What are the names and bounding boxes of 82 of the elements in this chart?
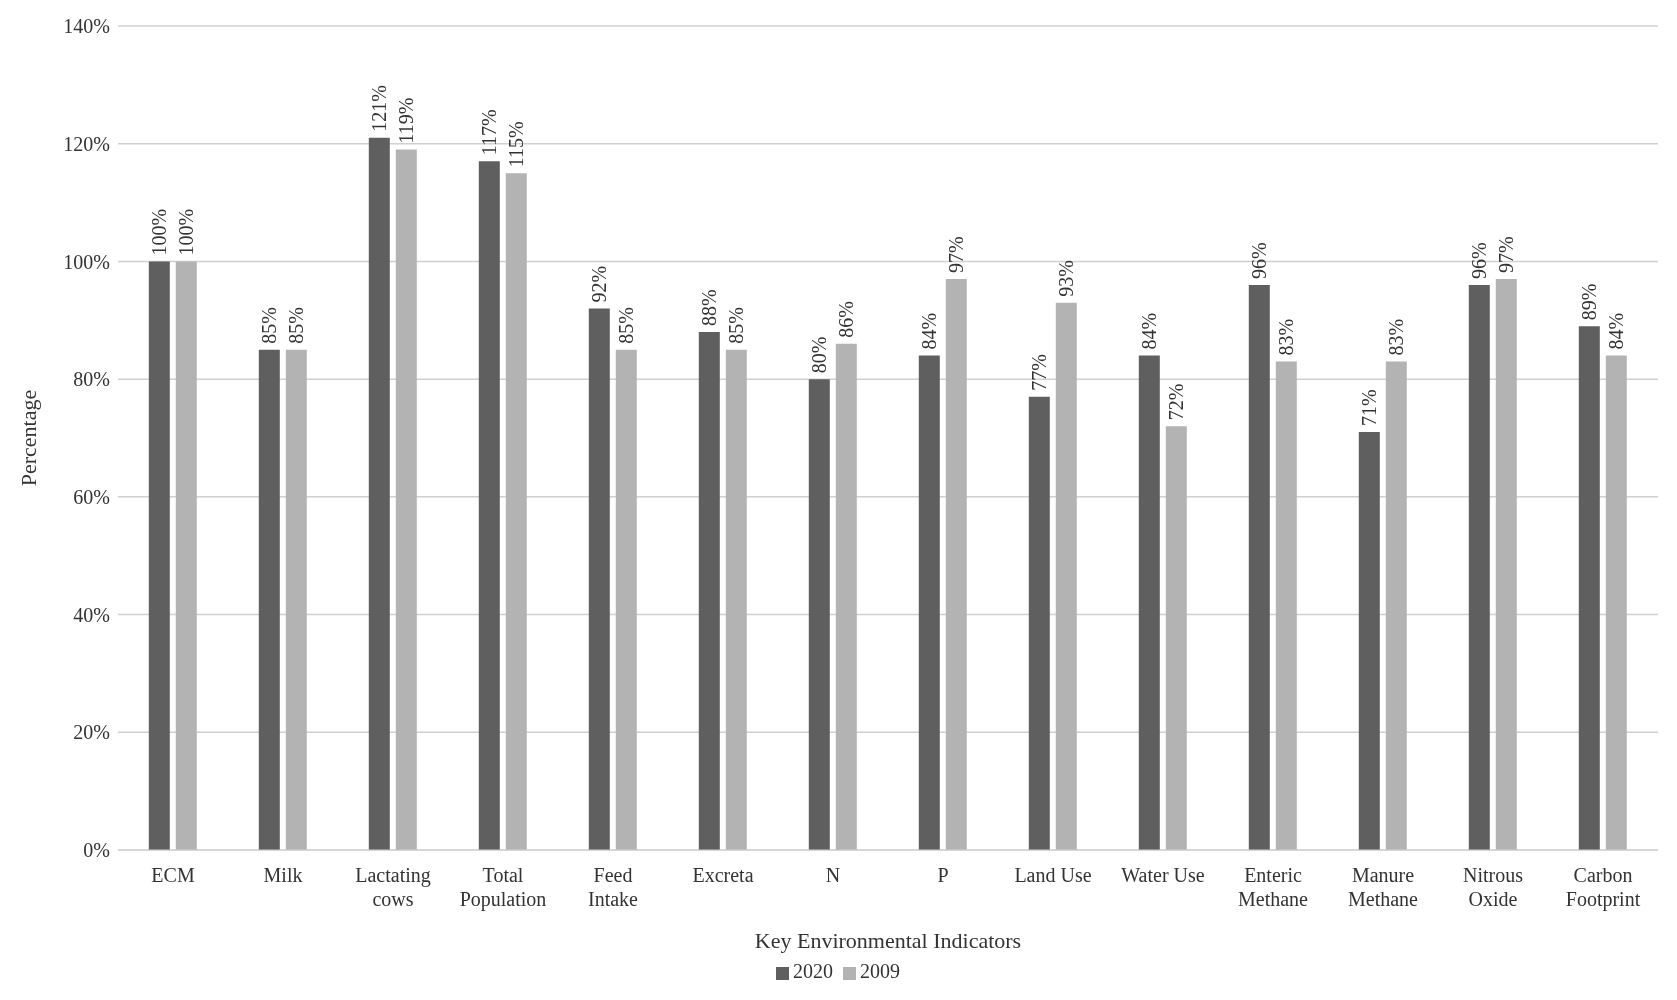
data-label: 85% xyxy=(285,307,308,344)
bar xyxy=(1248,284,1270,850)
bar xyxy=(808,379,830,850)
bar xyxy=(725,349,747,850)
y-tick-label: 20% xyxy=(73,721,110,744)
bar xyxy=(1385,361,1407,850)
bar xyxy=(1578,326,1600,850)
data-label: 115% xyxy=(505,121,528,168)
data-label: 71% xyxy=(1358,389,1381,427)
bar xyxy=(1358,432,1380,850)
bar xyxy=(698,332,720,850)
bar xyxy=(1495,279,1517,850)
bar xyxy=(1605,355,1627,850)
bar xyxy=(835,343,857,850)
data-label: 83% xyxy=(1275,318,1298,356)
data-label: 86% xyxy=(835,301,858,338)
legend-label: 2020 xyxy=(793,960,833,982)
x-tick-label: Excreta xyxy=(692,864,754,886)
data-label: 88% xyxy=(698,289,721,327)
x-tick-label: Nitrous Oxide xyxy=(1463,864,1524,910)
data-label: 100% xyxy=(175,208,198,256)
bar xyxy=(478,161,500,850)
x-tick-label: Manure Methane xyxy=(1348,864,1419,910)
data-label: 85% xyxy=(725,307,748,344)
data-label: 96% xyxy=(1468,242,1491,279)
x-tick-label: ECM xyxy=(151,864,195,886)
data-label: 119% xyxy=(395,97,418,144)
x-tick-label: Total Population xyxy=(459,864,547,911)
bar xyxy=(615,349,637,850)
data-label: 100% xyxy=(148,208,171,256)
x-tick-label: N xyxy=(825,864,841,886)
data-label: 80% xyxy=(808,336,831,374)
data-label: 72% xyxy=(1165,383,1188,421)
data-label: 92% xyxy=(588,265,611,303)
bar xyxy=(1028,396,1050,850)
bar xyxy=(505,173,527,850)
bar xyxy=(945,279,967,850)
x-tick-label: Lactating cows xyxy=(355,864,431,910)
y-tick-label: 80% xyxy=(73,368,110,391)
x-tick-label: Enteric Methane xyxy=(1238,864,1309,910)
x-tick-label: Carbon Footprint xyxy=(1565,864,1641,911)
y-tick-label: 60% xyxy=(73,485,110,508)
data-label: 117% xyxy=(478,109,501,156)
bar xyxy=(1165,426,1187,850)
legend-label: 2009 xyxy=(860,960,900,982)
data-label: 93% xyxy=(1055,259,1078,297)
x-axis-title: Key Environmental Indicators xyxy=(754,928,1022,953)
x-tick-label: Water Use xyxy=(1121,864,1205,886)
bar xyxy=(175,261,197,850)
data-label: 121% xyxy=(368,85,391,132)
data-label: 84% xyxy=(1605,312,1628,350)
y-tick-label: 140% xyxy=(63,15,110,38)
data-label: 97% xyxy=(945,236,968,274)
y-axis-title: Percentage xyxy=(15,389,41,487)
data-label: 77% xyxy=(1028,354,1051,391)
bar xyxy=(588,308,610,850)
x-tick-label: P xyxy=(937,864,949,886)
x-tick-label: Feed Intake xyxy=(588,864,639,910)
bar xyxy=(258,349,280,850)
y-tick-label: 100% xyxy=(63,250,110,273)
bar xyxy=(368,137,390,850)
bar xyxy=(1275,361,1297,850)
bar xyxy=(1055,302,1077,850)
data-label: 83% xyxy=(1385,318,1408,356)
bar xyxy=(918,355,940,850)
x-tick-label: Milk xyxy=(263,864,303,886)
data-label: 89% xyxy=(1578,283,1601,321)
y-tick-label: 0% xyxy=(83,839,110,862)
x-tick-label: Land Use xyxy=(1014,864,1092,886)
data-label: 85% xyxy=(258,307,281,344)
bar xyxy=(395,149,417,850)
data-label: 96% xyxy=(1248,242,1271,279)
data-label: 84% xyxy=(1138,312,1161,350)
bar xyxy=(1468,284,1490,850)
y-tick-label: 120% xyxy=(63,132,110,155)
bar xyxy=(1138,355,1160,850)
bar xyxy=(285,349,307,850)
data-label: 85% xyxy=(615,307,638,344)
y-tick-label: 40% xyxy=(73,603,110,626)
data-label: 97% xyxy=(1495,236,1518,274)
data-label: 84% xyxy=(918,312,941,350)
bar xyxy=(148,261,170,850)
